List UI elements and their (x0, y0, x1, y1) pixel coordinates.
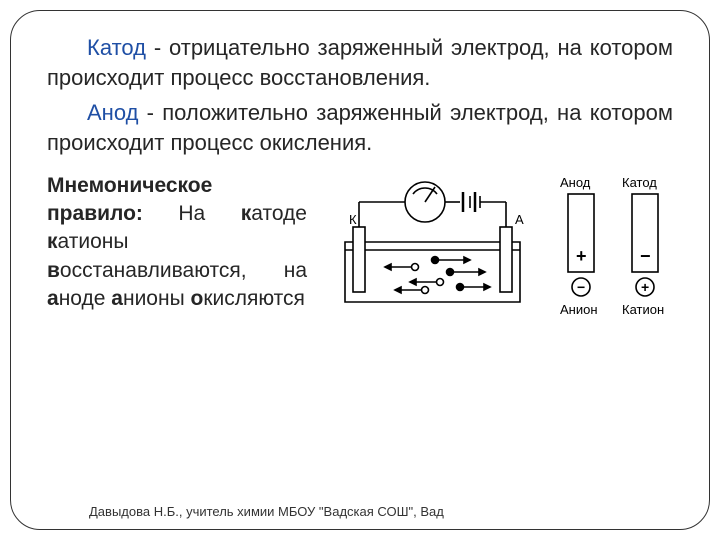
lower-row: Мнемоническое правило: На катоде катионы… (47, 172, 673, 322)
paragraph-cathode: Катод - отрицательно заряженный электрод… (47, 33, 673, 92)
mw-3: к (47, 230, 58, 253)
mw-0: На (143, 202, 241, 225)
mw-12: кисляются (203, 287, 305, 310)
anode-cathode-bars: Анод Катод + − − + Анион Кат (550, 172, 680, 322)
mnemonic-block: Мнемоническое правило: На катоде катионы… (47, 172, 307, 314)
electrolysis-diagram: К А (325, 172, 540, 322)
mw-1: к (241, 202, 252, 225)
mw-8: ноде (59, 287, 112, 310)
anode-plus: + (576, 246, 587, 266)
label-a: А (515, 212, 524, 227)
label-anion-bottom: Анион (560, 302, 598, 317)
label-anode-top: Анод (560, 175, 591, 190)
mw-10: нионы (123, 287, 191, 310)
mw-2: атоде (251, 202, 307, 225)
term-anode: Анод (87, 100, 138, 125)
footer-credit: Давыдова Н.Б., учитель химии МБОУ "Вадск… (89, 504, 444, 519)
mnemonic-title-1: Мнемоническое (47, 174, 212, 197)
cathode-minus: − (640, 246, 651, 266)
label-k: К (349, 212, 357, 227)
mnemonic-title-2: правило: (47, 202, 143, 225)
paragraph-anode: Анод - положительно заряженный электрод,… (47, 98, 673, 157)
mw-4: атионы (58, 230, 129, 253)
diagram-wrap: К А (325, 172, 680, 322)
label-cation-bottom: Катион (622, 302, 664, 317)
cation-plus-icon: + (641, 279, 649, 295)
mw-9: а (111, 287, 123, 310)
term-cathode: Катод (87, 35, 146, 60)
label-cathode-top: Катод (622, 175, 657, 190)
text-anode-desc: - положительно заряженный электрод, на к… (47, 100, 673, 155)
mw-6: осстанавливаются, на (60, 259, 307, 282)
mw-11: о (191, 287, 204, 310)
mw-7: а (47, 287, 59, 310)
slide-frame: Катод - отрицательно заряженный электрод… (10, 10, 710, 530)
anion-minus-icon: − (577, 279, 585, 295)
mw-5: в (47, 259, 60, 282)
